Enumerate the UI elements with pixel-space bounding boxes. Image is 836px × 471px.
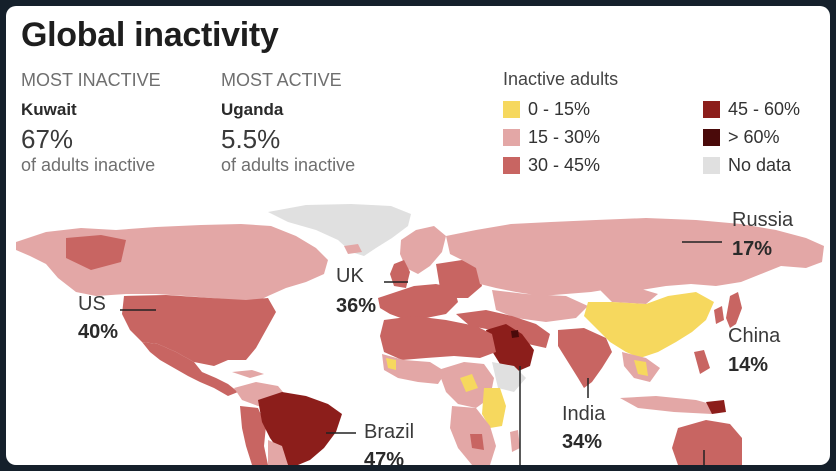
- infographic-card: Global inactivity MOST INACTIVE Kuwait 6…: [6, 6, 830, 465]
- legend-item-0-15: 0 - 15%: [503, 97, 590, 121]
- legend-swatch: [503, 128, 520, 146]
- uk-label: UK: [336, 265, 364, 287]
- uk-value: 36%: [336, 295, 377, 317]
- legend-swatch: [703, 100, 720, 118]
- saudi-arabia-region: [486, 324, 534, 372]
- legend-item-over-60: > 60%: [703, 125, 780, 149]
- china-value: 14%: [728, 354, 769, 376]
- papua-region: [706, 400, 726, 414]
- most-inactive-country: Kuwait: [21, 100, 77, 119]
- india-label: India: [562, 403, 606, 425]
- brazil-value: 47%: [364, 449, 405, 465]
- legend-label: > 60%: [728, 126, 780, 147]
- greenland-region: [268, 204, 411, 256]
- legend-label: 0 - 15%: [528, 98, 591, 119]
- philippines-region: [694, 350, 710, 374]
- eastern-europe-region: [436, 260, 482, 298]
- india-region: [558, 328, 612, 388]
- canada-east-region: [66, 235, 126, 270]
- madagascar-region: [510, 430, 520, 452]
- mexico-region: [142, 342, 238, 396]
- china-region: [584, 292, 714, 358]
- indochina-yellow-region: [634, 360, 648, 376]
- legend-item-15-30: 15 - 30%: [503, 125, 600, 149]
- russia-region: [446, 218, 824, 296]
- legend-title: Inactive adults: [503, 69, 619, 89]
- chart-title: Global inactivity: [21, 16, 279, 54]
- china-label: China: [728, 325, 781, 347]
- most-active-desc: of adults inactive: [221, 155, 356, 175]
- kuwait-region: [511, 330, 519, 338]
- mongolia-region: [598, 288, 658, 304]
- most-active-country: Uganda: [221, 100, 284, 119]
- russia-value: 17%: [732, 238, 773, 260]
- central-africa-yellow-region: [460, 374, 478, 392]
- canada-region: [16, 224, 328, 302]
- legend-label: 15 - 30%: [528, 126, 601, 147]
- scandinavia-region: [400, 226, 446, 274]
- western-europe-region: [378, 284, 458, 320]
- most-inactive-value: 67%: [21, 124, 74, 154]
- legend-swatch: [703, 156, 720, 174]
- legend-label: No data: [728, 154, 792, 175]
- legend-swatch: [503, 100, 520, 118]
- west-africa-yellow-region: [386, 358, 396, 370]
- world-map: [16, 204, 824, 465]
- most-active-caption: MOST ACTIVE: [221, 70, 342, 90]
- russia-label: Russia: [732, 209, 794, 231]
- korea-region: [714, 306, 724, 324]
- west-africa-region: [382, 354, 446, 384]
- legend-swatch: [703, 128, 720, 146]
- australia-region: [672, 420, 742, 465]
- us-value: 40%: [78, 321, 119, 343]
- legend-item-45-60: 45 - 60%: [703, 97, 800, 121]
- southern-africa-dark-region: [470, 434, 484, 450]
- uk-region: [390, 260, 410, 288]
- horn-of-africa-region: [492, 362, 526, 392]
- most-inactive-desc: of adults inactive: [21, 155, 156, 175]
- north-africa-region: [380, 316, 496, 360]
- most-active-value: 5.5%: [221, 124, 281, 154]
- most-inactive-caption: MOST INACTIVE: [21, 70, 161, 90]
- andes-region: [240, 406, 268, 465]
- legend-label: 30 - 45%: [528, 154, 601, 175]
- caribbean-region: [232, 370, 264, 378]
- us-label: US: [78, 293, 106, 315]
- legend-swatch: [503, 156, 520, 174]
- india-value: 34%: [562, 431, 603, 453]
- brazil-label: Brazil: [364, 421, 415, 443]
- japan-region: [726, 292, 742, 328]
- central-asia-region: [492, 290, 588, 322]
- indonesia-region: [620, 396, 718, 414]
- legend-item-no-data: No data: [703, 153, 791, 177]
- legend-label: 45 - 60%: [728, 98, 801, 119]
- us-region: [122, 295, 276, 366]
- bolivia-region: [268, 440, 288, 465]
- iceland-region: [344, 244, 362, 254]
- legend-item-30-45: 30 - 45%: [503, 153, 600, 177]
- east-africa-region: [482, 388, 506, 428]
